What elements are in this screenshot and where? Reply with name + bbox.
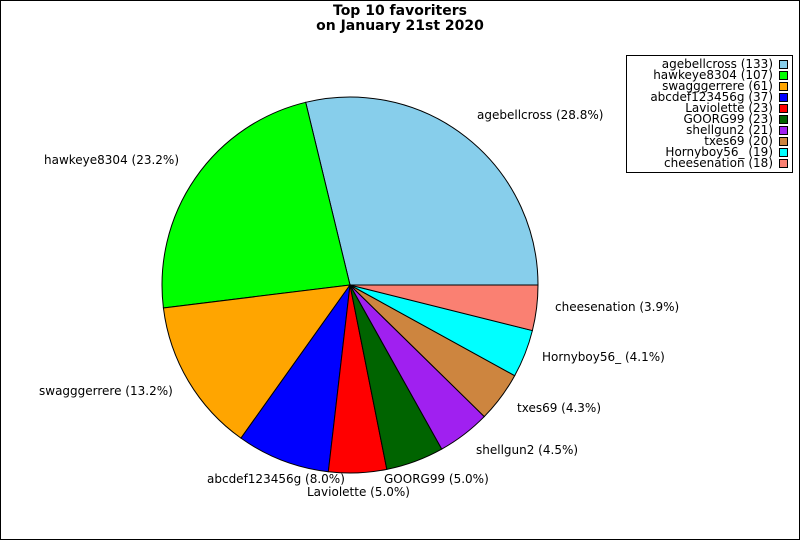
legend-swatch <box>779 104 788 113</box>
legend-item: GOORG99 (23) <box>683 112 788 126</box>
legend-swatch <box>779 126 788 135</box>
slice-label-laviolette: Laviolette (5.0%) <box>307 485 410 499</box>
slice-label-swagggerrere: swagggerrere (13.2%) <box>39 384 173 398</box>
pie-slice-cheesenation <box>349 284 539 332</box>
chart-title-line-1: Top 10 favoriters <box>333 3 467 19</box>
legend-item: cheesenation (18) <box>664 156 788 170</box>
legend-swatch <box>779 82 788 91</box>
slice-label-goorg99: GOORG99 (5.0%) <box>384 472 489 486</box>
legend-swatch <box>779 71 788 80</box>
legend-swatch <box>779 115 788 124</box>
legend-label: Laviolette (23) <box>685 101 773 115</box>
legend-item: Hornyboy56_ (19) <box>665 145 788 159</box>
slice-label-cheesenation: cheesenation (3.9%) <box>555 300 679 314</box>
legend-label: abcdef123456g (37) <box>650 90 773 104</box>
legend-item: shellgun2 (21) <box>686 123 788 137</box>
legend-swatch <box>779 93 788 102</box>
legend-label: hawkeye8304 (107) <box>653 68 773 82</box>
slice-label-txes69: txes69 (4.3%) <box>517 401 601 415</box>
legend-item: swagggerrere (61) <box>662 79 788 93</box>
slice-label-hawkeye8304: hawkeye8304 (23.2%) <box>44 153 179 167</box>
pie-slice-hawkeye8304 <box>161 101 351 309</box>
legend-item: abcdef123456g (37) <box>650 90 788 104</box>
legend-swatch <box>779 137 788 146</box>
legend-item: hawkeye8304 (107) <box>653 68 788 82</box>
legend-swatch <box>779 60 788 69</box>
legend-label: swagggerrere (61) <box>662 79 773 93</box>
legend-label: GOORG99 (23) <box>683 112 773 126</box>
slice-label-hornyboy56-: Hornyboy56_ (4.1%) <box>542 350 665 364</box>
legend-label: Hornyboy56_ (19) <box>665 145 773 159</box>
slice-label-shellgun2: shellgun2 (4.5%) <box>476 443 578 457</box>
legend-label: cheesenation (18) <box>664 156 773 170</box>
slice-label-abcdef123456g: abcdef123456g (8.0%) <box>207 472 345 486</box>
legend-item: agebellcross (133) <box>661 57 788 71</box>
pie-slice-swagggerrere <box>162 284 352 439</box>
legend-item: Laviolette (23) <box>685 101 788 115</box>
chart-legend: agebellcross (133) hawkeye8304 (107) swagg… <box>626 55 793 173</box>
slice-label-agebellcross: agebellcross (28.8%) <box>477 108 603 122</box>
chart-title-line-2: on January 21st 2020 <box>316 18 484 34</box>
pie-slice-abcdef123456g <box>240 284 351 473</box>
pie-slice-agebellcross <box>305 96 539 286</box>
legend-label: shellgun2 (21) <box>686 123 773 137</box>
legend-label: agebellcross (133) <box>661 57 773 71</box>
legend-swatch <box>779 148 788 157</box>
legend-swatch <box>779 159 788 168</box>
legend-label: txes69 (20) <box>704 134 773 148</box>
legend-item: txes69 (20) <box>704 134 788 148</box>
